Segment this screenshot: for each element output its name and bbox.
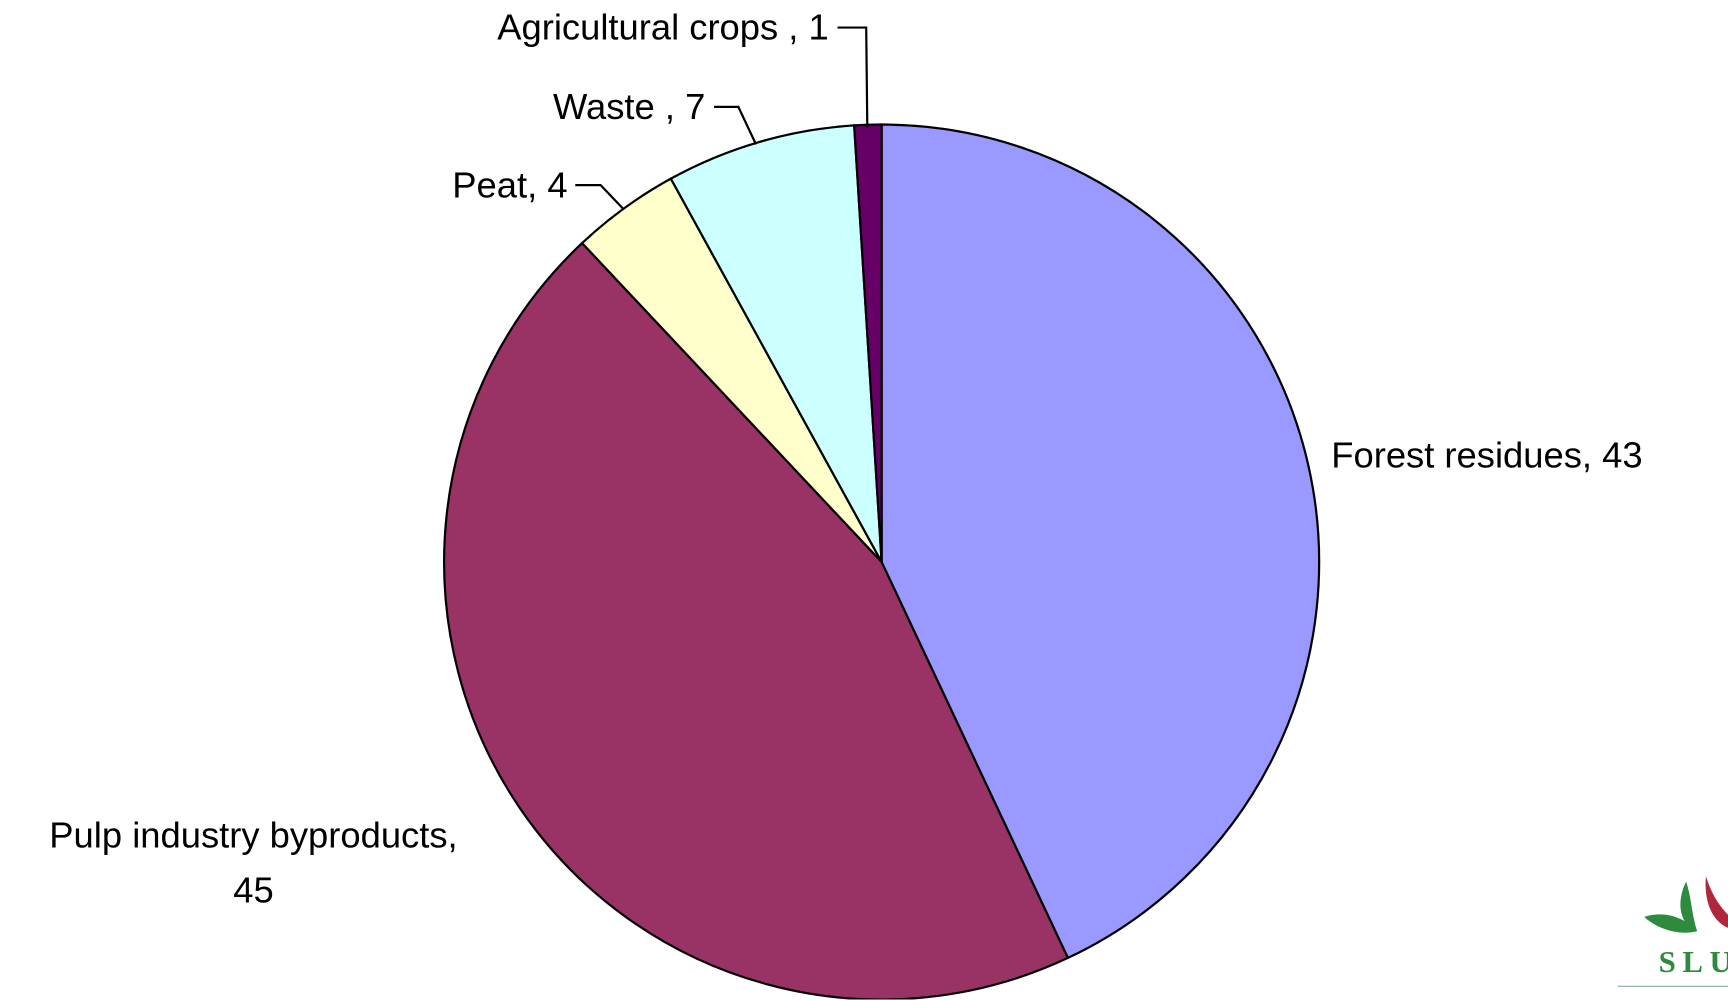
data-label: Waste , 7	[553, 85, 706, 127]
leader-line	[837, 26, 869, 128]
logo-mark	[1617, 876, 1728, 987]
data-label: Forest residues, 43	[1331, 434, 1643, 475]
leader-line	[714, 105, 757, 145]
data-label: Pulp industry byproducts, 45	[49, 814, 458, 911]
leader-line	[575, 184, 625, 211]
pie-slice	[669, 124, 883, 563]
data-label: Peat, 4	[452, 164, 568, 205]
pie-slice	[880, 123, 1321, 960]
data-label: Agricultural crops , 1	[497, 6, 829, 48]
logo-text: SLU	[1659, 945, 1728, 979]
